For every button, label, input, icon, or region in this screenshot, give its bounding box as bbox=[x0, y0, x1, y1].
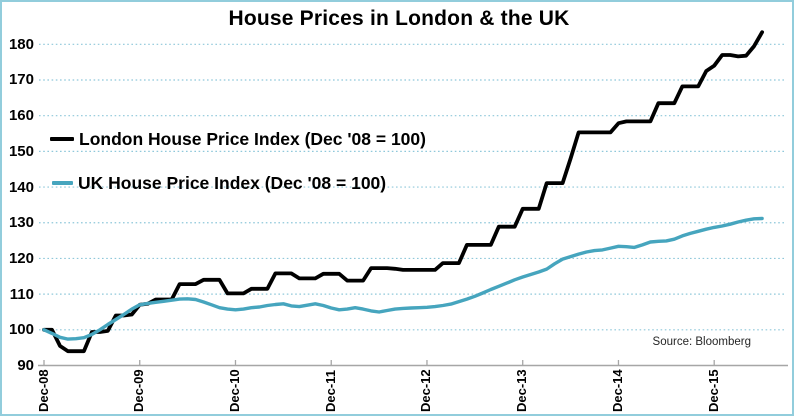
y-axis-label: 160 bbox=[8, 107, 34, 125]
x-axis-label: Dec-09 bbox=[131, 369, 147, 412]
legend-item-london: London House Price Index (Dec '08 = 100) bbox=[50, 128, 426, 150]
y-axis-label: 100 bbox=[8, 321, 34, 339]
y-axis-label: 150 bbox=[8, 142, 34, 160]
x-axis-label: Dec-15 bbox=[705, 369, 721, 412]
y-axis-label: 170 bbox=[8, 71, 34, 89]
uk-series-line bbox=[42, 216, 764, 341]
london-line-swatch bbox=[50, 137, 74, 141]
y-axis-label: 130 bbox=[8, 214, 34, 232]
x-axis-label: Dec-11 bbox=[322, 370, 338, 412]
legend-label-london: London House Price Index (Dec '08 = 100) bbox=[79, 128, 426, 149]
x-axis-label: Dec-12 bbox=[418, 369, 434, 412]
x-axis-label: Dec-13 bbox=[514, 369, 530, 412]
chart-title: House Prices in London & the UK bbox=[228, 7, 570, 30]
y-axis-label: 90 bbox=[17, 357, 34, 374]
uk-line-swatch bbox=[52, 181, 73, 185]
legend-label-uk: UK House Price Index (Dec '08 = 100) bbox=[78, 172, 387, 193]
y-axis-label: 120 bbox=[8, 249, 34, 267]
x-axis-label: Dec-10 bbox=[226, 369, 242, 412]
x-axis-label: Dec-14 bbox=[609, 369, 625, 412]
y-axis-label: 110 bbox=[9, 285, 34, 303]
x-axis-label: Dec-08 bbox=[35, 369, 51, 412]
legend-item-uk: UK House Price Index (Dec '08 = 100) bbox=[52, 172, 386, 194]
london-series-line bbox=[42, 30, 764, 354]
y-axis-label: 180 bbox=[8, 35, 34, 53]
source-note: Source: Bloomberg bbox=[652, 336, 751, 348]
y-axis-label: 140 bbox=[8, 178, 34, 196]
